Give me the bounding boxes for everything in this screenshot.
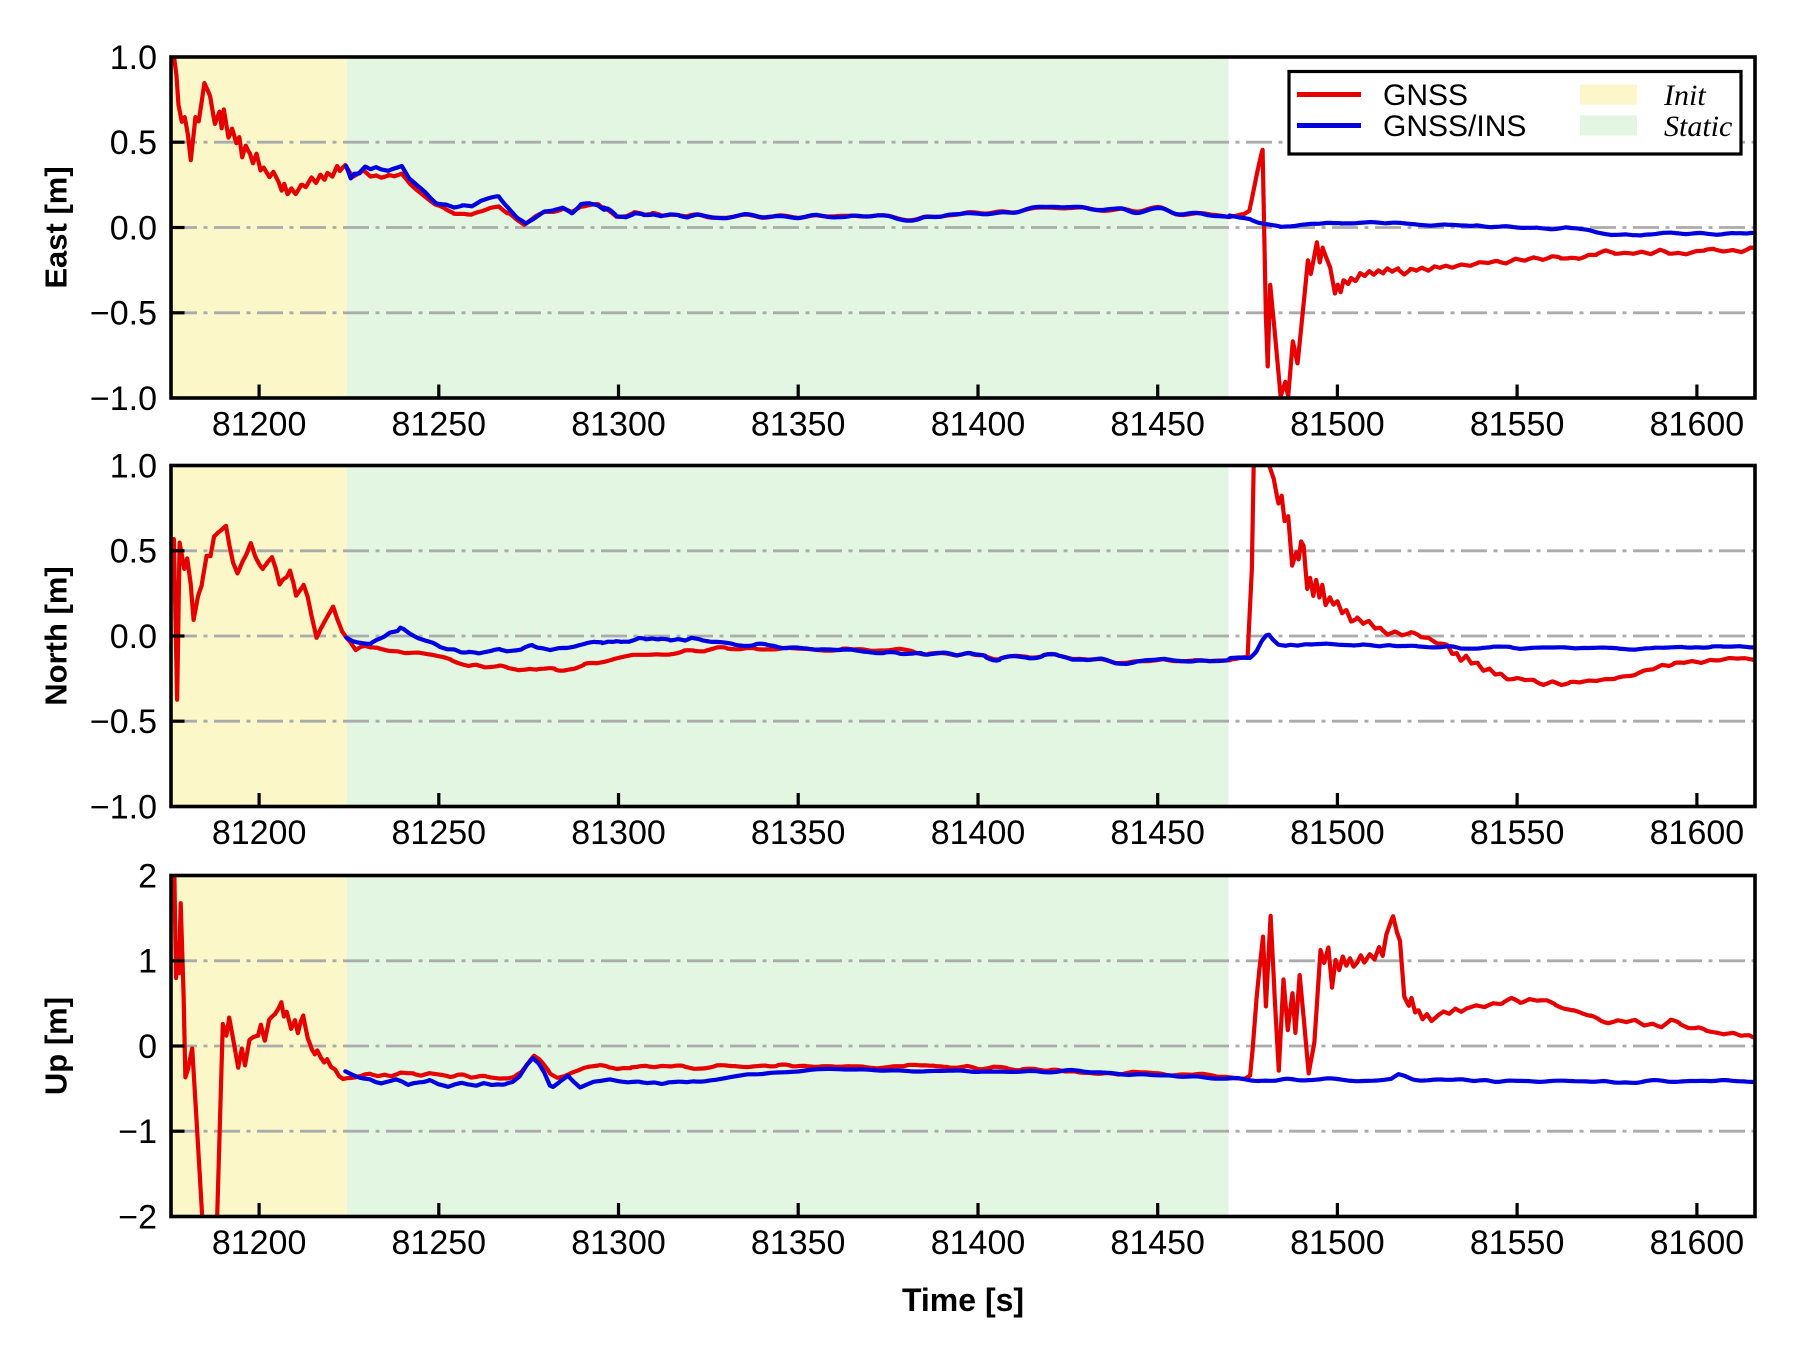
- svg-text:81600: 81600: [1650, 406, 1745, 444]
- svg-text:81400: 81400: [931, 406, 1026, 444]
- svg-text:81600: 81600: [1650, 814, 1745, 852]
- svg-text:81350: 81350: [751, 1224, 846, 1262]
- svg-text:−1.0: −1.0: [90, 380, 157, 418]
- svg-text:GNSS/INS: GNSS/INS: [1383, 110, 1526, 143]
- svg-text:Init: Init: [1663, 79, 1706, 112]
- svg-text:−1: −1: [118, 1113, 157, 1151]
- svg-text:81200: 81200: [212, 406, 307, 444]
- svg-text:Up [m]: Up [m]: [39, 997, 74, 1095]
- svg-text:−2: −2: [118, 1198, 157, 1236]
- svg-text:81450: 81450: [1110, 814, 1205, 852]
- svg-text:0.5: 0.5: [110, 533, 157, 571]
- svg-text:−0.5: −0.5: [90, 295, 157, 333]
- svg-text:81300: 81300: [571, 406, 666, 444]
- svg-text:81500: 81500: [1290, 406, 1385, 444]
- svg-text:81300: 81300: [571, 1224, 666, 1262]
- svg-text:81350: 81350: [751, 814, 846, 852]
- svg-text:1: 1: [138, 943, 157, 981]
- svg-text:81550: 81550: [1470, 1224, 1565, 1262]
- svg-text:81250: 81250: [392, 406, 487, 444]
- svg-text:Time [s]: Time [s]: [902, 1282, 1024, 1318]
- svg-text:2: 2: [138, 857, 157, 895]
- svg-text:1.0: 1.0: [110, 447, 157, 485]
- svg-text:81550: 81550: [1470, 406, 1565, 444]
- svg-text:81500: 81500: [1290, 814, 1385, 852]
- svg-text:81200: 81200: [212, 814, 307, 852]
- svg-text:0.0: 0.0: [110, 209, 157, 247]
- svg-text:81350: 81350: [751, 406, 846, 444]
- svg-text:81600: 81600: [1650, 1224, 1745, 1262]
- svg-text:81500: 81500: [1290, 1224, 1385, 1262]
- svg-text:−1.0: −1.0: [90, 788, 157, 826]
- svg-text:81250: 81250: [392, 814, 487, 852]
- svg-text:81250: 81250: [392, 1224, 487, 1262]
- svg-text:Static: Static: [1664, 110, 1732, 143]
- svg-text:−0.5: −0.5: [90, 703, 157, 741]
- svg-text:1.0: 1.0: [110, 39, 157, 77]
- svg-text:North [m]: North [m]: [39, 566, 74, 705]
- svg-text:East [m]: East [m]: [39, 166, 74, 288]
- svg-text:0: 0: [138, 1028, 157, 1066]
- svg-text:GNSS: GNSS: [1383, 79, 1468, 112]
- svg-text:81400: 81400: [931, 814, 1026, 852]
- svg-text:81550: 81550: [1470, 814, 1565, 852]
- svg-text:81400: 81400: [931, 1224, 1026, 1262]
- svg-text:81300: 81300: [571, 814, 666, 852]
- svg-text:81450: 81450: [1110, 1224, 1205, 1262]
- svg-text:0.5: 0.5: [110, 124, 157, 162]
- svg-text:81200: 81200: [212, 1224, 307, 1262]
- svg-text:0.0: 0.0: [110, 618, 157, 656]
- svg-text:81450: 81450: [1110, 406, 1205, 444]
